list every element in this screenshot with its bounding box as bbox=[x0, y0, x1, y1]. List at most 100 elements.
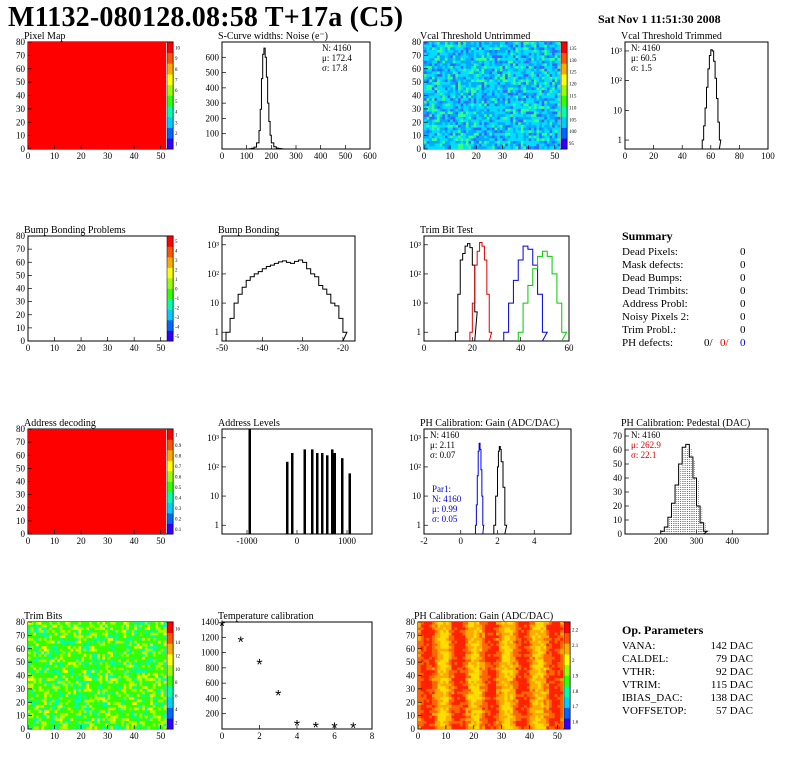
heatmap-cell bbox=[444, 135, 448, 139]
heatmap-cell bbox=[468, 74, 472, 78]
heatmap-cell bbox=[57, 691, 61, 695]
heatmap-cell bbox=[155, 622, 159, 625]
heatmap-cell bbox=[136, 659, 140, 663]
heatmap-cell bbox=[471, 132, 474, 136]
heatmap-cell bbox=[552, 52, 556, 56]
palette-swatch bbox=[167, 236, 173, 247]
heatmap-cell bbox=[81, 664, 85, 668]
heatmap-cell bbox=[123, 672, 127, 676]
heatmap-cell bbox=[118, 678, 122, 682]
heatmap-cell bbox=[120, 667, 124, 671]
y-tick-label: 10 bbox=[16, 323, 26, 333]
heatmap-cell bbox=[128, 712, 132, 716]
heatmap-cell bbox=[457, 624, 461, 628]
heatmap-cell bbox=[447, 135, 451, 139]
heatmap-cell bbox=[452, 98, 456, 102]
heatmap-cell bbox=[89, 678, 92, 682]
heatmap-cell bbox=[494, 42, 498, 45]
heatmap-cell bbox=[139, 648, 143, 652]
y-tick-label: 1 bbox=[215, 327, 220, 337]
heatmap-cell bbox=[59, 704, 63, 708]
heatmap-cell bbox=[557, 95, 561, 99]
heatmap-cell bbox=[123, 680, 127, 684]
heatmap-cell bbox=[28, 723, 31, 727]
heatmap-cell bbox=[104, 630, 108, 633]
heatmap-cell bbox=[41, 683, 45, 687]
heatmap-cell bbox=[498, 627, 502, 631]
heatmap-cell bbox=[512, 95, 516, 99]
heatmap-cell bbox=[115, 659, 119, 663]
heatmap-cell bbox=[160, 726, 164, 730]
heatmap-cell bbox=[460, 106, 464, 110]
heatmap-cell bbox=[473, 130, 477, 134]
heatmap-cell bbox=[110, 678, 114, 682]
palette-label: 105 bbox=[569, 118, 577, 123]
heatmap-cell bbox=[158, 646, 161, 650]
heatmap-cell bbox=[107, 664, 111, 668]
heatmap-cell bbox=[91, 718, 95, 722]
heatmap-cell bbox=[431, 108, 435, 112]
heatmap-cell bbox=[473, 119, 477, 123]
heatmap-cell bbox=[528, 116, 532, 120]
heatmap-cell bbox=[528, 135, 532, 139]
palette-swatch bbox=[167, 138, 173, 150]
heatmap-cell bbox=[486, 71, 490, 75]
heatmap-cell bbox=[510, 143, 514, 147]
heatmap-cell bbox=[492, 79, 495, 83]
heatmap-cell bbox=[499, 119, 503, 123]
heatmap-cell bbox=[46, 672, 50, 676]
heatmap-cell bbox=[497, 47, 501, 51]
heatmap-cell bbox=[73, 670, 77, 674]
heatmap-cell bbox=[158, 694, 161, 698]
heatmap-cell bbox=[102, 662, 106, 666]
heatmap-cell bbox=[38, 678, 42, 682]
heatmap-cell bbox=[118, 688, 122, 692]
heatmap-cell bbox=[544, 106, 548, 110]
heatmap-cell bbox=[142, 702, 146, 706]
heatmap-cell bbox=[557, 630, 561, 633]
heatmap-cell bbox=[142, 627, 146, 631]
heatmap-cell bbox=[463, 82, 467, 86]
heatmap-cell bbox=[112, 664, 116, 668]
heatmap-cell bbox=[97, 702, 100, 706]
heatmap-cell bbox=[478, 114, 482, 118]
heatmap-cell bbox=[533, 50, 537, 53]
heatmap-cell bbox=[528, 44, 532, 48]
heatmap-cell bbox=[494, 146, 498, 150]
heatmap-cell bbox=[458, 74, 461, 78]
heatmap-cell bbox=[479, 624, 483, 628]
heatmap-cell bbox=[423, 624, 427, 628]
heatmap-cell bbox=[424, 68, 427, 72]
heatmap-cell bbox=[507, 82, 511, 86]
heatmap-cell bbox=[139, 688, 143, 692]
heatmap-cell bbox=[426, 100, 430, 104]
heatmap-cell bbox=[144, 643, 148, 647]
heatmap-cell bbox=[468, 87, 472, 91]
heatmap-cell bbox=[431, 98, 435, 102]
heatmap-cell bbox=[102, 715, 106, 719]
heatmap-cell bbox=[152, 622, 156, 625]
heatmap-cell bbox=[437, 140, 440, 144]
heatmap-cell bbox=[518, 90, 522, 94]
heatmap-cell bbox=[528, 106, 532, 110]
heatmap-cell bbox=[505, 100, 508, 104]
panel-title: PH Calibration: Pedestal (DAC) bbox=[621, 418, 750, 429]
heatmap-cell bbox=[163, 632, 167, 636]
heatmap-cell bbox=[104, 712, 108, 716]
heatmap-cell bbox=[139, 651, 143, 655]
heatmap-cell bbox=[128, 622, 132, 625]
heatmap-cell bbox=[110, 710, 114, 714]
heatmap-cell bbox=[104, 662, 108, 666]
heatmap-cell bbox=[458, 98, 461, 102]
heatmap-cell bbox=[439, 76, 443, 80]
heatmap-cell bbox=[142, 640, 146, 644]
heatmap-cell bbox=[118, 683, 122, 687]
heatmap-cell bbox=[51, 715, 55, 719]
heatmap-cell bbox=[447, 95, 451, 99]
heatmap-cell bbox=[526, 92, 529, 96]
heatmap-cell bbox=[473, 146, 477, 150]
heatmap-cell bbox=[30, 678, 34, 682]
heatmap-cell bbox=[536, 116, 540, 120]
panel-title: Vcal Threshold Trimmed bbox=[621, 31, 722, 42]
heatmap-cell bbox=[442, 50, 446, 53]
